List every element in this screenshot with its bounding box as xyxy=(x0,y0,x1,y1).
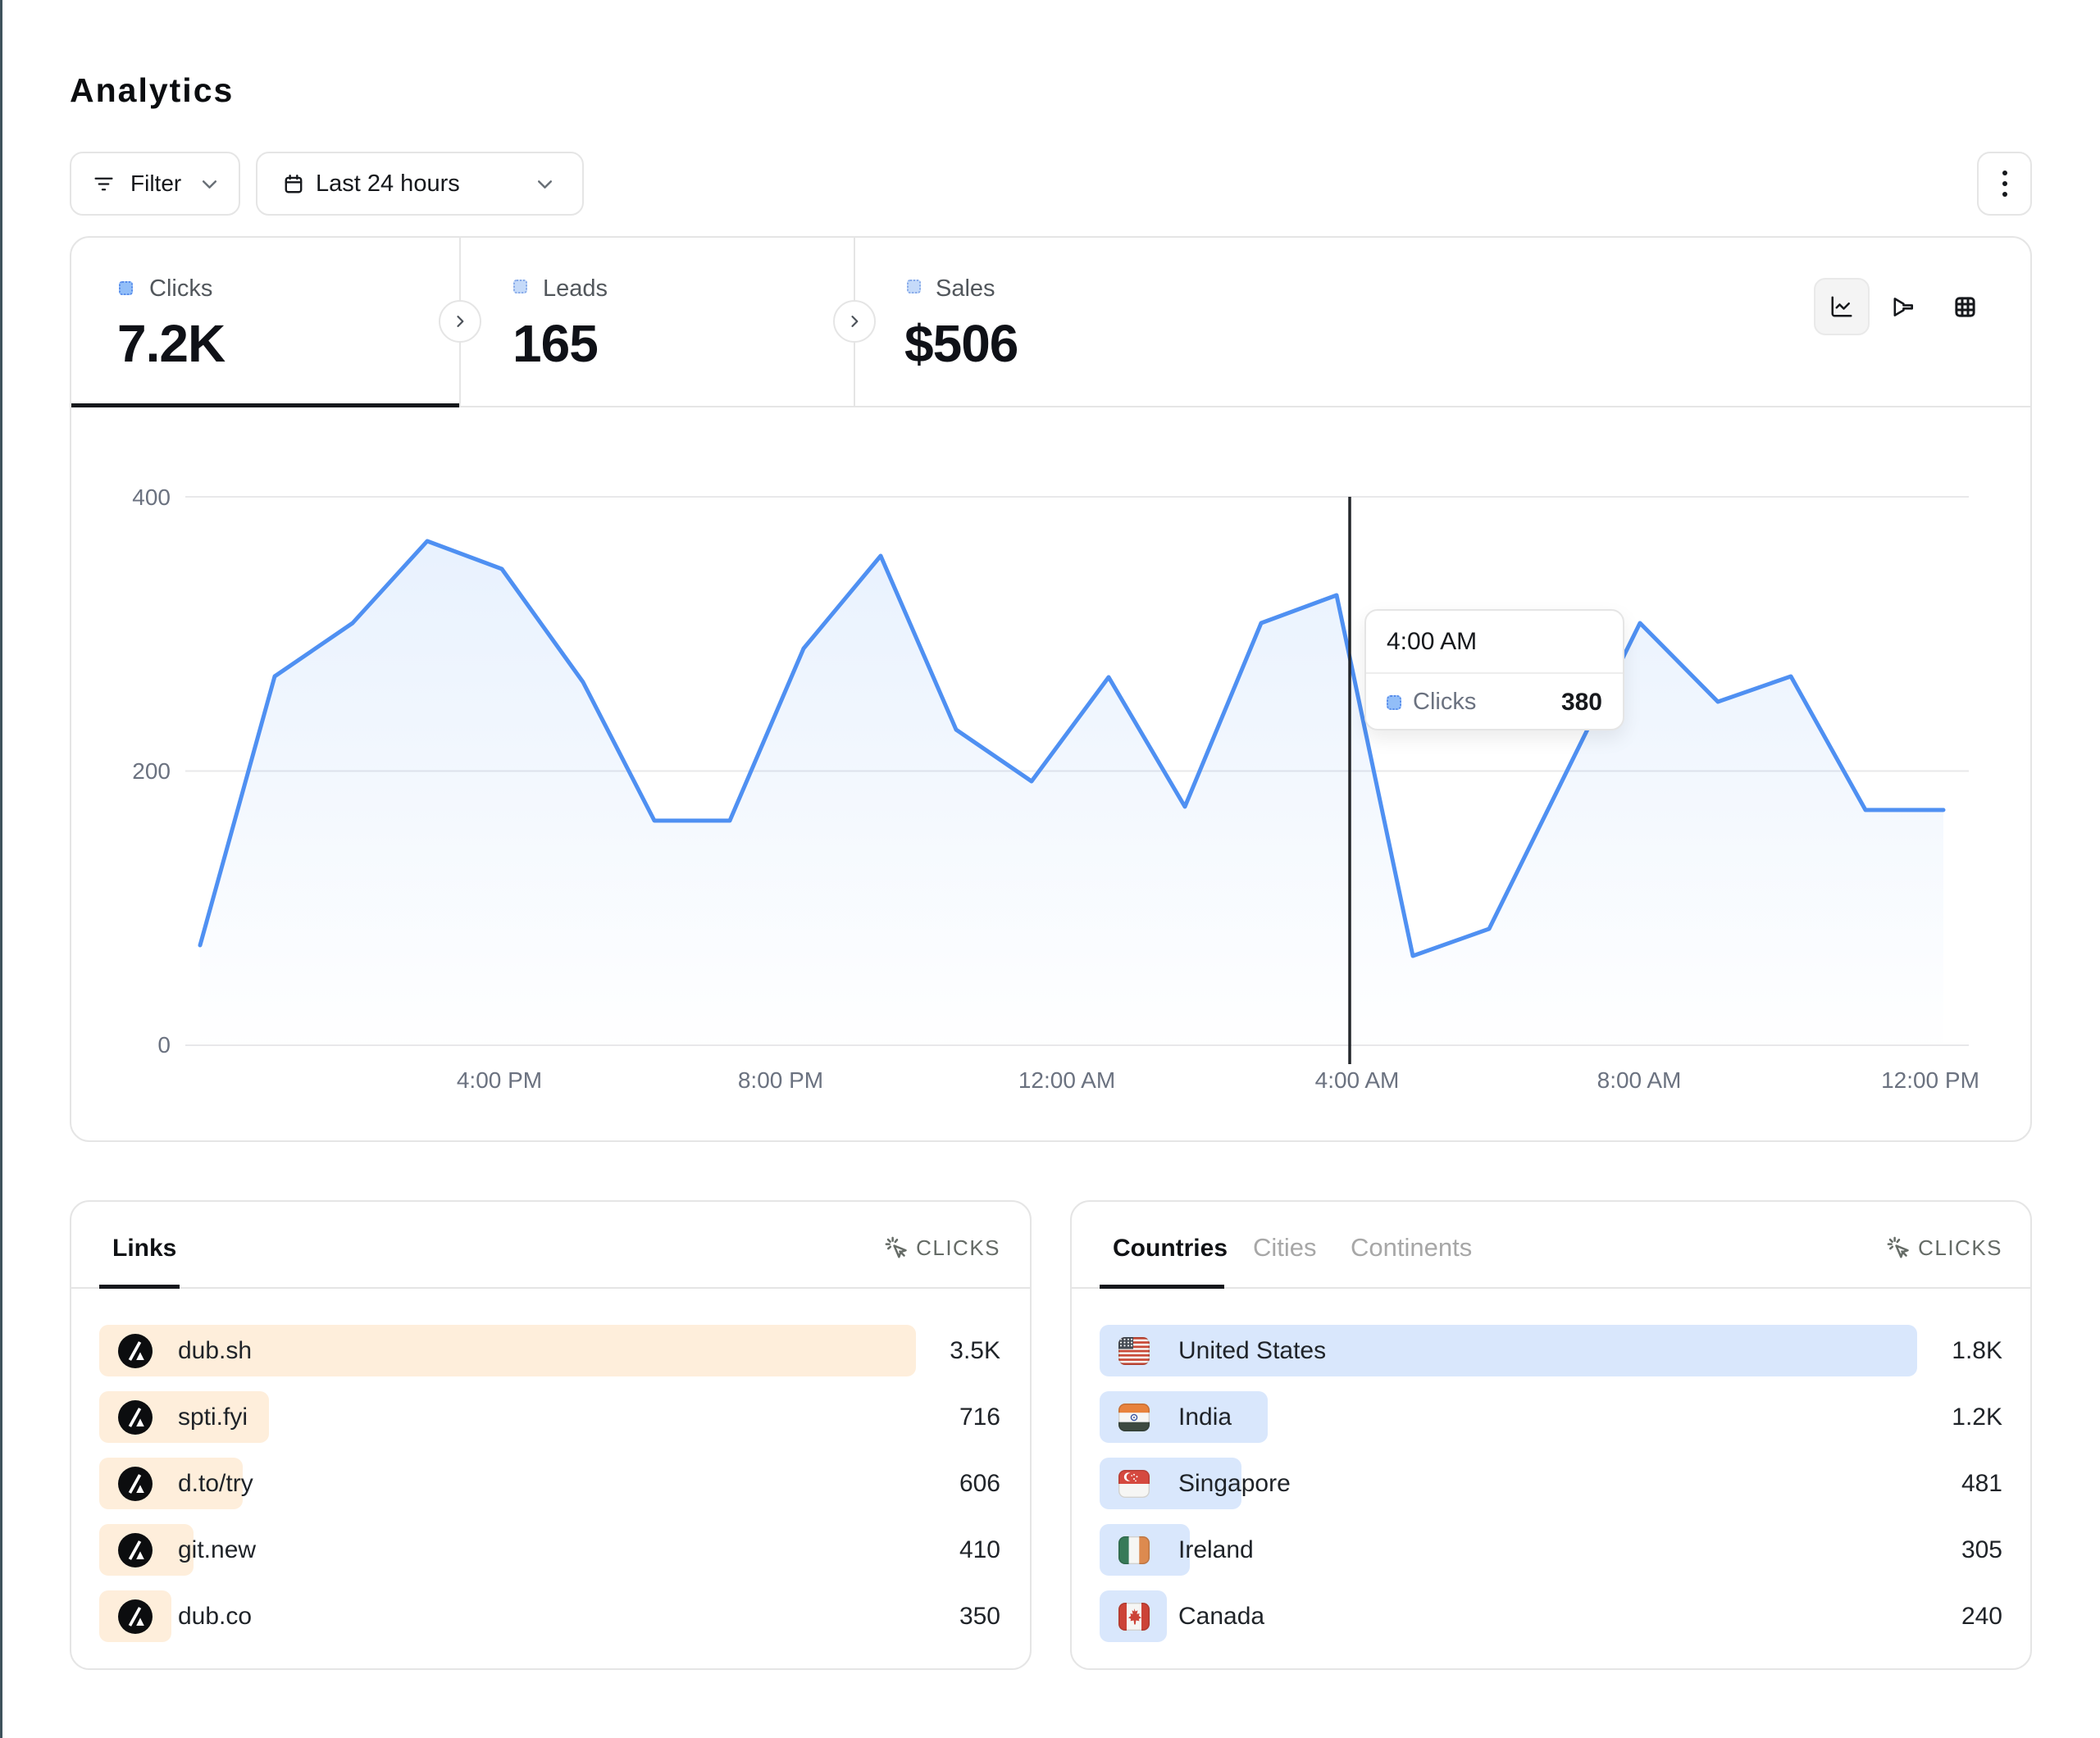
svg-text:4:00 AM: 4:00 AM xyxy=(1315,1067,1400,1093)
svg-text:8:00 PM: 8:00 PM xyxy=(738,1067,823,1093)
svg-text:12:00 PM: 12:00 PM xyxy=(1881,1067,1979,1093)
svg-text:200: 200 xyxy=(132,758,171,784)
svg-text:4:00 PM: 4:00 PM xyxy=(457,1067,542,1093)
svg-text:12:00 AM: 12:00 AM xyxy=(1018,1067,1115,1093)
svg-text:8:00 AM: 8:00 AM xyxy=(1597,1067,1682,1093)
svg-text:0: 0 xyxy=(157,1032,171,1058)
svg-text:400: 400 xyxy=(132,485,171,510)
